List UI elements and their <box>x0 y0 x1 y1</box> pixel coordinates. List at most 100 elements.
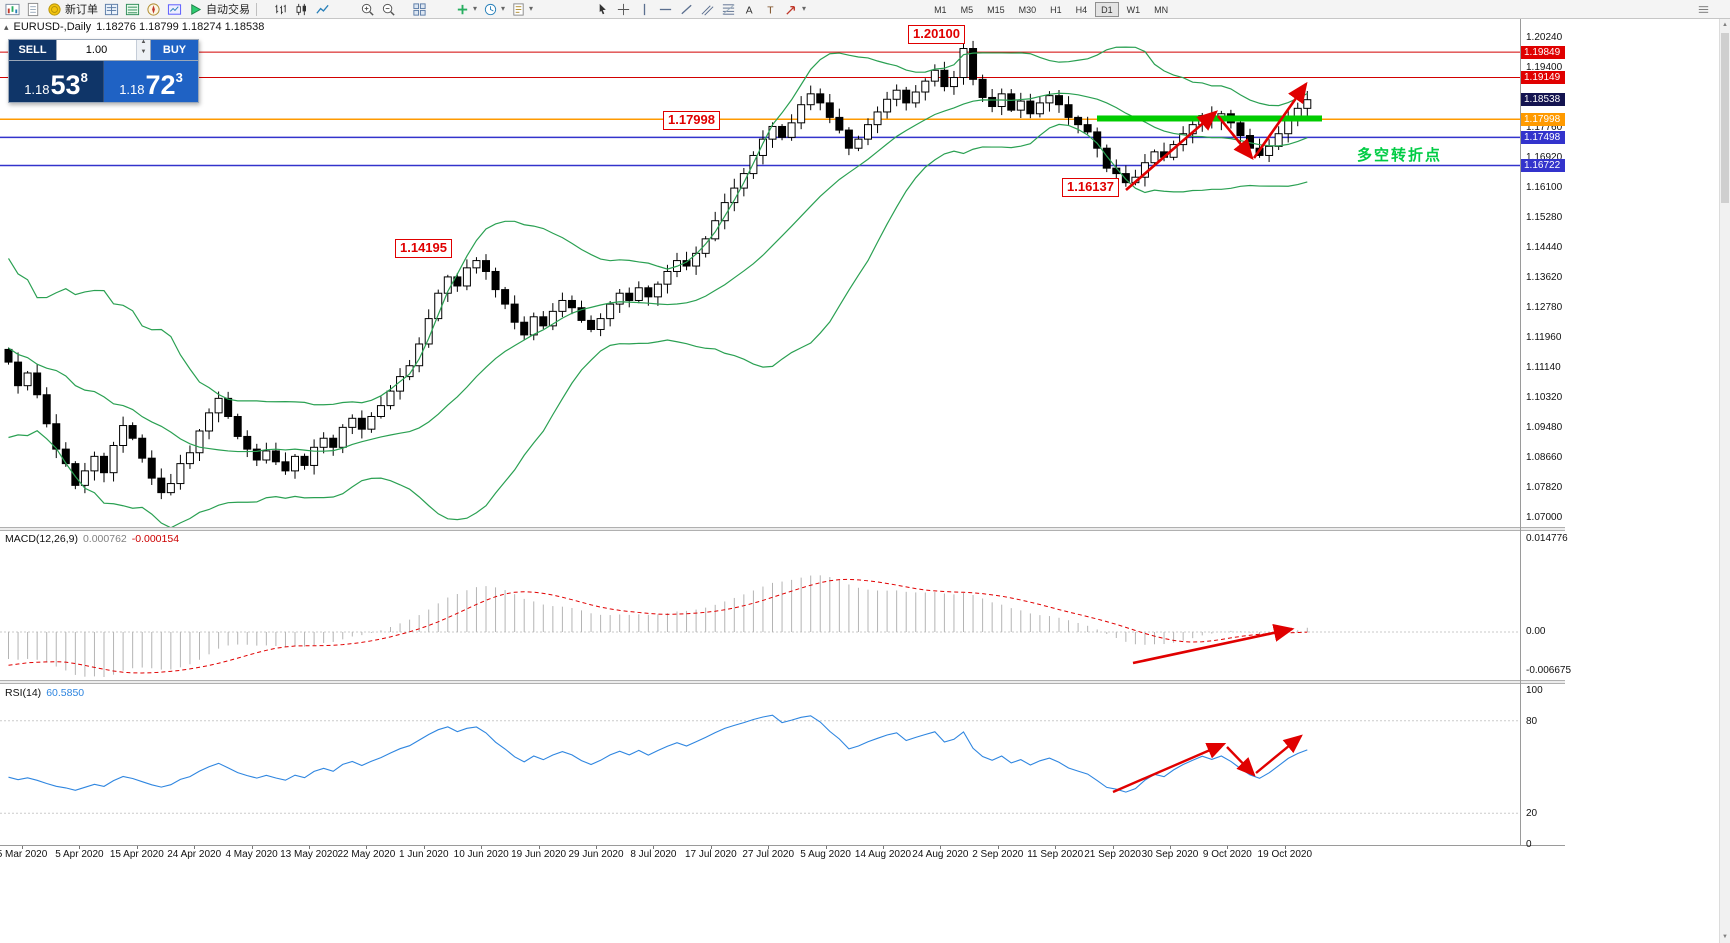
panel-splitter[interactable] <box>0 527 1565 531</box>
scrollbar-thumb[interactable] <box>1721 33 1729 203</box>
channel-icon[interactable] <box>698 1 717 18</box>
rsi-label: RSI(14) 60.5850 <box>5 687 84 699</box>
data-window-icon[interactable] <box>123 1 142 18</box>
terminal-icon[interactable] <box>165 1 184 18</box>
candlestick-mode-icon[interactable] <box>292 1 311 18</box>
crosshair-icon[interactable] <box>614 1 633 18</box>
new-chart-icon[interactable] <box>3 1 22 18</box>
periods-dropdown-caret[interactable]: ▾ <box>501 4 506 13</box>
timeframe-m15[interactable]: M15 <box>981 2 1011 17</box>
date-tick <box>1055 846 1057 849</box>
templates-dropdown-caret[interactable]: ▾ <box>529 4 534 13</box>
volume-down-icon[interactable]: ▼ <box>137 49 150 60</box>
vertical-line-icon[interactable] <box>635 1 654 18</box>
volume-box: ▲ ▼ <box>56 39 151 60</box>
date-tick <box>653 846 655 849</box>
date-tick <box>309 846 310 849</box>
price-scale-label: 1.14440 <box>1526 242 1563 254</box>
macd-indicator-panel[interactable] <box>0 531 1520 680</box>
price-scale-label: 1.16920 <box>1526 152 1563 164</box>
timeframe-m5[interactable]: M5 <box>955 2 980 17</box>
rsi-value: 60.5850 <box>46 687 85 699</box>
volume-input[interactable] <box>57 40 136 60</box>
sell-button[interactable]: SELL <box>9 40 56 60</box>
indicators-icon[interactable]: ▾ <box>453 1 479 18</box>
new-order-button[interactable]: 新订单 <box>45 1 100 18</box>
bar-chart-mode-icon[interactable] <box>271 1 290 18</box>
trendline-icon[interactable] <box>677 1 696 18</box>
date-label: 5 Aug 2020 <box>800 849 851 860</box>
cursor-icon[interactable] <box>593 1 612 18</box>
timeframe-h1[interactable]: H1 <box>1044 2 1068 17</box>
vertical-scrollbar[interactable]: ▲ ▼ <box>1719 19 1730 943</box>
date-label: 22 May 2020 <box>337 849 396 860</box>
price-marker: 1.16722 <box>1521 159 1565 173</box>
buy-price-prefix: 1.18 <box>119 82 145 97</box>
date-tick <box>768 846 770 849</box>
chart-profile-icon[interactable] <box>24 1 43 18</box>
svg-text:A: A <box>746 5 753 16</box>
arrows-tool-icon[interactable]: ▾ <box>782 1 808 18</box>
periods-clock-icon[interactable]: ▾ <box>481 1 507 18</box>
line-chart-mode-icon[interactable] <box>313 1 332 18</box>
date-axis[interactable]: 5 Mar 2020 5 Apr 2020 15 Apr 2020 24 Apr 20… <box>0 845 1565 862</box>
date-label: 19 Oct 2020 <box>1257 849 1313 860</box>
price-scale-label: 1.10320 <box>1526 391 1563 403</box>
timeframe-w1[interactable]: W1 <box>1121 2 1147 17</box>
volume-up-icon[interactable]: ▲ <box>137 39 150 50</box>
timeframe-m30[interactable]: M30 <box>1013 2 1043 17</box>
sell-price-display[interactable]: 1.18 53 8 <box>9 61 103 102</box>
main-chart[interactable] <box>0 19 1520 528</box>
timeframe-mn[interactable]: MN <box>1148 2 1174 17</box>
date-tick <box>1112 846 1114 849</box>
timeframe-h4[interactable]: H4 <box>1070 2 1094 17</box>
label-tool-icon[interactable]: T <box>761 1 780 18</box>
templates-icon[interactable]: ▾ <box>509 1 535 18</box>
buy-price-display[interactable]: 1.18 72 3 <box>103 61 198 102</box>
price-scale-label: 1.11960 <box>1526 332 1562 344</box>
date-tick <box>710 846 712 849</box>
price-scale-label: 1.07000 <box>1526 512 1563 523</box>
horizontal-line-icon[interactable] <box>656 1 675 18</box>
price-annotation[interactable]: 1.20100 <box>908 25 965 44</box>
price-annotation[interactable]: 1.17998 <box>663 111 720 130</box>
panel-splitter[interactable] <box>0 680 1565 684</box>
date-tick <box>79 846 81 849</box>
fibonacci-icon[interactable] <box>719 1 738 18</box>
indicators-dropdown-caret[interactable]: ▾ <box>473 4 478 13</box>
price-annotation[interactable]: 1.16137 <box>1062 178 1119 197</box>
zoom-out-icon[interactable] <box>379 1 398 18</box>
price-scale-label: 1.12780 <box>1526 302 1563 314</box>
tile-windows-icon[interactable] <box>410 1 429 18</box>
toolbar-overflow-icon[interactable] <box>1694 1 1713 18</box>
timeframe-d1[interactable]: D1 <box>1095 1 1119 17</box>
date-tick <box>366 846 368 849</box>
timeframe-m1[interactable]: M1 <box>928 2 953 17</box>
rsi-name: RSI(14) <box>5 687 42 699</box>
price-scale-label: 1.19400 <box>1526 62 1563 74</box>
toolbar-group-drawing: A T ▾ <box>593 1 808 18</box>
arrows-dropdown-caret[interactable]: ▾ <box>802 4 807 13</box>
autotrade-button[interactable]: 自动交易 <box>186 1 252 18</box>
rsi-indicator-panel[interactable] <box>0 684 1520 845</box>
price-annotation[interactable]: 1.14195 <box>395 239 452 258</box>
market-watch-icon[interactable] <box>102 1 121 18</box>
buy-price-big: 72 <box>145 70 176 100</box>
buy-button[interactable]: BUY <box>151 40 198 60</box>
price-scale-label: 1.08660 <box>1526 451 1563 463</box>
date-label: 29 Jun 2020 <box>568 849 624 860</box>
date-label: 19 Jun 2020 <box>511 849 567 860</box>
zoom-in-icon[interactable] <box>358 1 377 18</box>
date-tick <box>423 846 425 849</box>
scroll-down-icon[interactable]: ▼ <box>1722 934 1728 940</box>
toolbar-group-indicators: ▾ ▾ ▾ <box>453 1 535 18</box>
volume-spinner[interactable]: ▲ ▼ <box>136 39 150 60</box>
turning-point-label[interactable]: 多空转折点 <box>1357 147 1443 164</box>
text-tool-icon[interactable]: A <box>740 1 759 18</box>
price-marker: 1.19849 <box>1521 45 1565 59</box>
chart-title-symbol: EURUSD-,Daily <box>13 21 92 33</box>
date-label: 15 Apr 2020 <box>109 849 164 860</box>
navigator-icon[interactable] <box>144 1 163 18</box>
scroll-up-icon[interactable]: ▲ <box>1722 22 1728 28</box>
toolbar-separator <box>256 2 257 16</box>
